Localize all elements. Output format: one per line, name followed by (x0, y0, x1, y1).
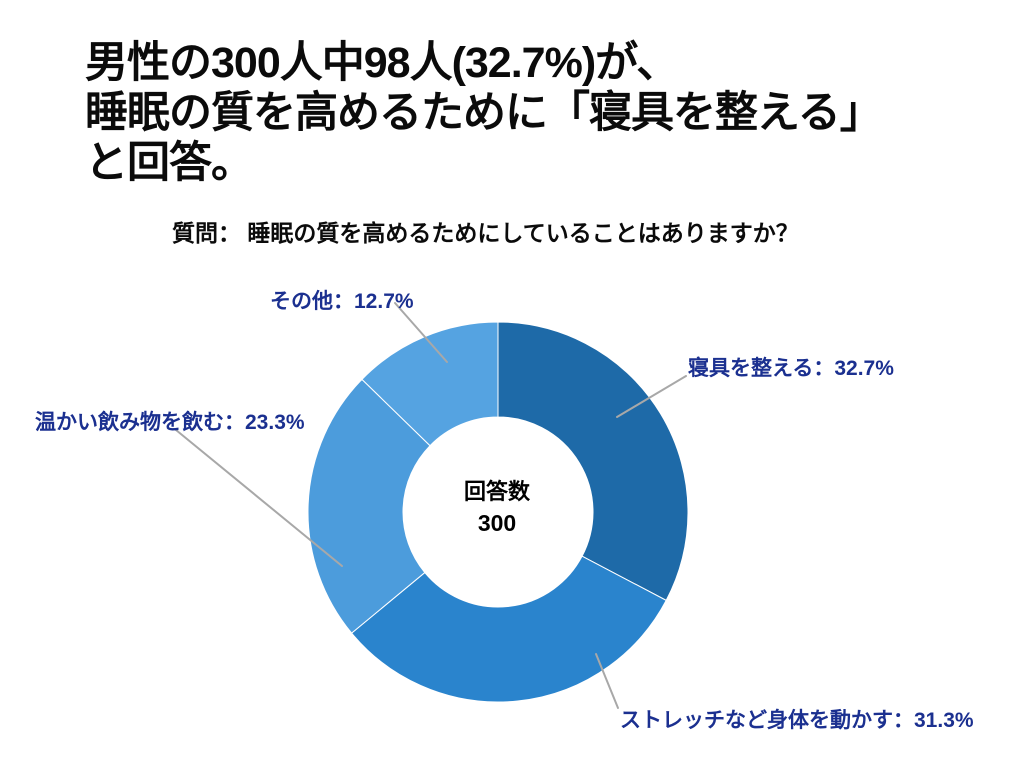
pie-slice-3 (361, 321, 499, 447)
chart-center-label: 回答数 300 (397, 474, 597, 537)
survey-question: 質問： 睡眠の質を高めるためにしていることはありますか？ (172, 220, 799, 246)
pie-slice-0 (497, 321, 689, 602)
headline-line-2: 睡眠の質を高めるために「寝具を整える」 (85, 89, 883, 137)
response-count-value: 300 (477, 510, 517, 536)
headline-line-1: 男性の300人中98人(32.7%)が、 (85, 39, 679, 87)
leader-line-stretch (595, 653, 619, 709)
slice-label-bedding: 寝具を整える：32.7% (688, 357, 894, 380)
headline: 男性の300人中98人(32.7%)が、 睡眠の質を高めるために「寝具を整える」… (85, 38, 883, 188)
leader-lines (175, 302, 687, 709)
headline-line-3: と回答。 (85, 139, 254, 187)
slice-label-other: その他：12.7% (270, 290, 414, 313)
leader-line-other (394, 302, 448, 363)
leader-line-warm-drink (175, 429, 343, 567)
slice-label-warm-drink: 温かい飲み物を飲む：23.3% (35, 411, 305, 434)
pie-slice-2 (307, 378, 431, 634)
pie-slice-1 (350, 555, 667, 703)
donut-slices (307, 321, 689, 703)
leader-line-bedding (616, 375, 687, 418)
response-count-label: 回答数 (463, 479, 530, 504)
slice-label-stretch: ストレッチなど身体を動かす：31.3% (620, 709, 974, 732)
